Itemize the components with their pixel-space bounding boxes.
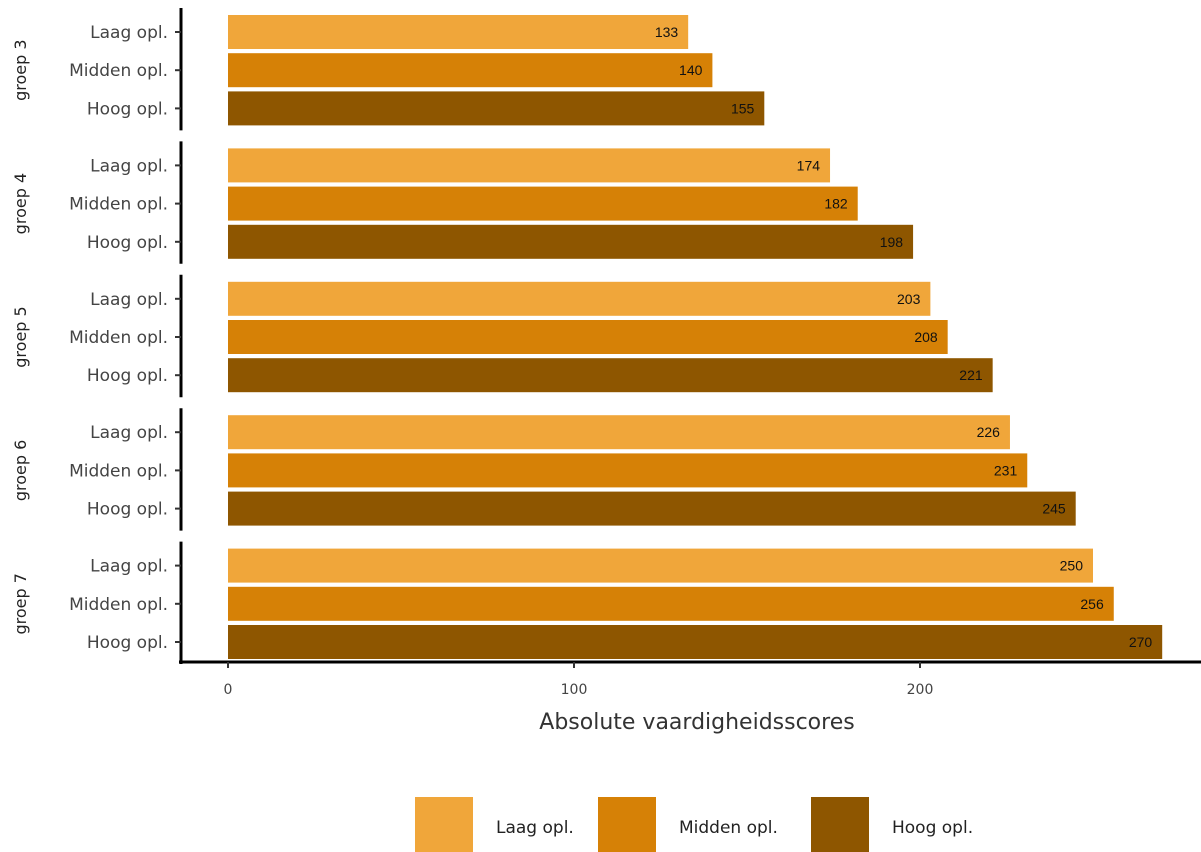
category-label: Laag opl. <box>90 423 168 443</box>
legend-item: Midden opl. <box>598 797 778 852</box>
legend-swatch <box>598 797 656 852</box>
bar <box>228 453 1028 488</box>
value-label: 250 <box>1060 558 1084 574</box>
group-label: groep 3 <box>11 39 30 100</box>
value-label: 226 <box>977 424 1001 440</box>
panel-groep-6: groep 6 Laag opl. 226 Midden opl. 231 Hoog op… <box>11 408 1076 531</box>
category-label: Midden opl. <box>69 461 168 481</box>
category-label: Hoog opl. <box>87 500 168 520</box>
category-label: Laag opl. <box>90 557 168 577</box>
group-label: groep 5 <box>11 306 30 367</box>
value-label: 198 <box>880 234 904 250</box>
bar <box>228 415 1010 450</box>
panel-groep-4: groep 4 Laag opl. 174 Midden opl. 182 Hoog op… <box>11 141 914 264</box>
bar <box>228 491 1076 526</box>
bar <box>228 53 713 88</box>
value-label: 155 <box>731 100 755 116</box>
legend: Laag opl. Midden opl. Hoog opl. <box>415 797 973 852</box>
group-label: groep 4 <box>11 173 30 234</box>
bar <box>228 586 1114 621</box>
legend-label: Hoog opl. <box>892 818 973 838</box>
bar <box>228 625 1163 659</box>
x-tick-label: 0 <box>224 682 233 698</box>
legend-item: Laag opl. <box>415 797 574 852</box>
bar <box>228 15 689 49</box>
bar <box>228 320 948 354</box>
x-tick-label: 200 <box>907 682 934 698</box>
legend-item: Hoog opl. <box>811 797 973 852</box>
category-label: Midden opl. <box>69 328 168 348</box>
panel-groep-7: groep 7 Laag opl. 250 Midden opl. 256 Hoog op… <box>11 541 1163 664</box>
value-label: 133 <box>655 24 679 40</box>
category-label: Laag opl. <box>90 290 168 310</box>
value-label: 221 <box>959 367 983 383</box>
value-label: 245 <box>1042 501 1066 517</box>
panel-groep-5: groep 5 Laag opl. 203 Midden opl. 208 Hoog op… <box>11 274 993 398</box>
category-label: Laag opl. <box>90 156 168 176</box>
category-label: Hoog opl. <box>87 633 168 653</box>
category-label: Midden opl. <box>69 595 168 615</box>
bar <box>228 224 914 259</box>
bar <box>228 148 831 183</box>
value-label: 140 <box>679 62 703 78</box>
value-label: 256 <box>1080 596 1104 612</box>
value-label: 208 <box>914 329 938 345</box>
category-label: Hoog opl. <box>87 366 168 386</box>
legend-swatch <box>415 797 473 852</box>
bar <box>228 91 765 126</box>
bar <box>228 548 1093 583</box>
bar <box>228 358 993 393</box>
legend-swatch <box>811 797 869 852</box>
panel-groep-3: groep 3 Laag opl. 133 Midden opl. 140 Hoog op… <box>11 8 765 131</box>
value-label: 203 <box>897 291 921 307</box>
x-axis-title: Absolute vaardigheidsscores <box>539 710 854 735</box>
bar <box>228 186 858 221</box>
x-axis: 0 100 200 <box>179 660 1201 698</box>
value-label: 174 <box>797 157 821 173</box>
legend-label: Laag opl. <box>496 818 574 838</box>
category-label: Hoog opl. <box>87 99 168 119</box>
chart-panels: groep 3 Laag opl. 133 Midden opl. 140 Hoog op… <box>11 8 1163 664</box>
value-label: 182 <box>824 196 848 212</box>
value-label: 270 <box>1129 634 1153 650</box>
category-label: Hoog opl. <box>87 233 168 253</box>
value-label: 231 <box>994 462 1018 478</box>
group-label: groep 6 <box>11 440 30 501</box>
category-label: Midden opl. <box>69 195 168 215</box>
bar <box>228 281 931 316</box>
x-tick-label: 100 <box>561 682 588 698</box>
category-label: Midden opl. <box>69 61 168 81</box>
legend-label: Midden opl. <box>679 818 778 838</box>
group-label: groep 7 <box>11 573 30 634</box>
category-label: Laag opl. <box>90 23 168 43</box>
